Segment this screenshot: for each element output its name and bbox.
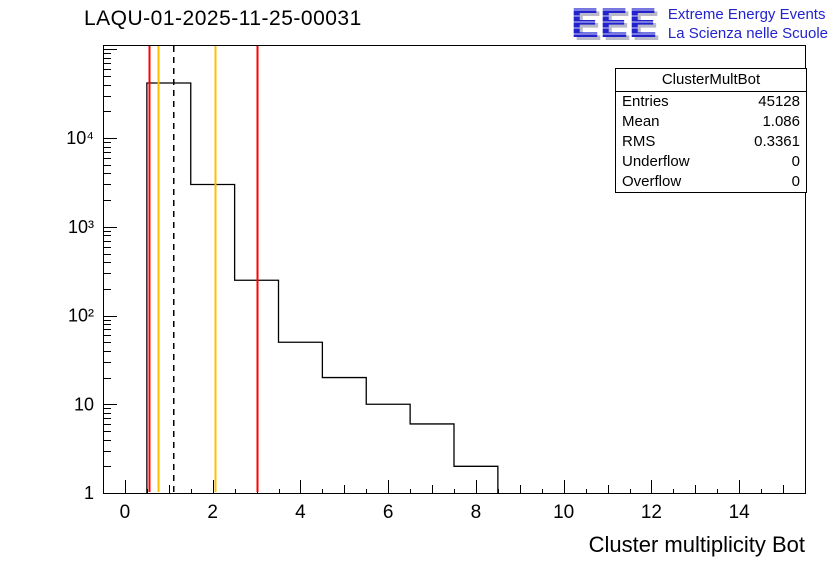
stats-value: 1.086 <box>762 113 800 130</box>
stats-box-title: ClusterMultBot <box>616 69 806 92</box>
stats-value: 45128 <box>758 93 800 110</box>
x-tick-label: 4 <box>295 502 306 523</box>
tagline-line-2: La Scienza nelle Scuole <box>667 25 828 42</box>
y-tick-label: 10 <box>74 394 94 414</box>
y-tick-label: 1 <box>84 483 94 503</box>
stats-value: 0 <box>791 153 800 170</box>
stats-row-underflow: Underflow 0 <box>616 152 806 172</box>
x-tick-label: 14 <box>729 502 751 523</box>
stats-row-rms: RMS 0.3361 <box>616 132 806 152</box>
stats-label: RMS <box>622 133 656 150</box>
stats-value: 0.3361 <box>754 133 800 150</box>
y-tick-label: 10⁴ <box>66 128 94 148</box>
tagline-line-1: Extreme Energy Events <box>667 6 826 23</box>
y-tick-label: 10³ <box>68 217 94 237</box>
eee-logo-letters: EEE EEE <box>570 0 661 47</box>
y-tick-label: 10² <box>68 306 94 326</box>
stats-box: ClusterMultBot Entries 45128 Mean 1.086 … <box>615 68 807 193</box>
histogram-line <box>146 82 499 493</box>
x-tick-label: 10 <box>553 502 574 523</box>
x-tick-label: 6 <box>383 502 394 523</box>
eee-logo-tagline: Extreme Energy Events La Scienza nelle S… <box>668 2 828 43</box>
plot-frame <box>103 45 806 494</box>
page-title: LAQU-01-2025-11-25-00031 <box>84 7 362 30</box>
stats-label: Overflow <box>622 173 682 190</box>
stats-label: Mean <box>622 113 660 130</box>
stats-label: Underflow <box>622 153 690 170</box>
stats-row-overflow: Overflow 0 <box>616 172 806 192</box>
x-axis-title: Cluster multiplicity Bot <box>588 532 805 557</box>
stats-row-mean: Mean 1.086 <box>616 112 806 132</box>
stats-value: 0 <box>791 173 800 190</box>
x-tick-label: 12 <box>641 502 662 523</box>
stats-label: Entries <box>622 93 669 110</box>
eee-logo-face: EEE <box>570 0 658 46</box>
stats-row-entries: Entries 45128 <box>616 92 806 112</box>
x-tick-label: 8 <box>471 502 482 523</box>
eee-logo: EEE EEE Extreme Energy Events La Scienza… <box>570 0 828 47</box>
eee-logo-shadow: EEE <box>574 5 661 47</box>
x-tick-label: 0 <box>120 502 131 523</box>
x-tick-label: 2 <box>207 502 218 523</box>
